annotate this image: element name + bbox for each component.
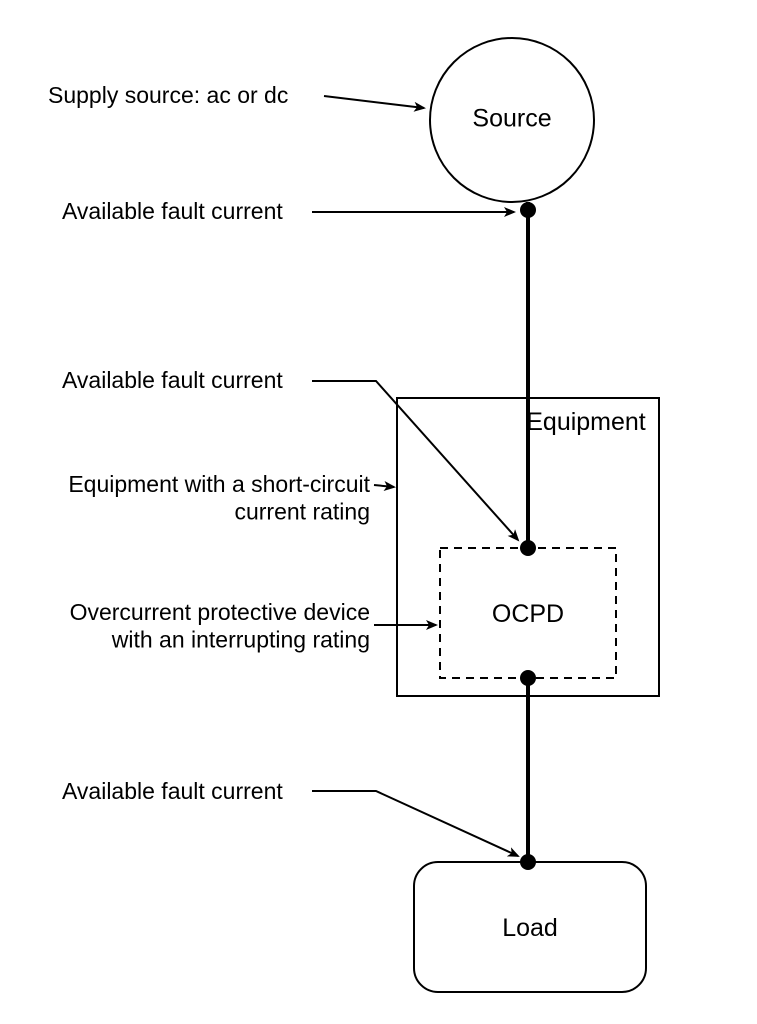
annotation-text: Equipment with a short-circuitcurrent ra… [68,471,370,525]
annotations: Supply source: ac or dc Available fault c… [48,82,518,856]
ocpd-label: OCPD [492,600,564,628]
annotation-text: Available fault current [62,198,283,224]
annotation-afc-top: Available fault current [62,198,514,224]
ocpd-node: OCPD [440,548,616,678]
arrow-icon [312,791,518,856]
arrow-icon [374,485,394,487]
source-label: Source [472,105,551,133]
annotation-afc-bottom: Available fault current [62,778,518,856]
fault-current-diagram: Source Equipment OCPD Load Supply source… [0,0,757,1024]
annotation-supply-source: Supply source: ac or dc [48,82,424,108]
equipment-label: Equipment [526,408,646,436]
annotation-text: Available fault current [62,778,283,804]
annotation-text: Available fault current [62,367,283,393]
junction-dot [520,540,536,556]
annotation-equipment-sccr: Equipment with a short-circuitcurrent ra… [68,471,394,525]
source-node: Source [430,38,594,202]
load-node: Load [414,862,646,992]
annotation-ocpd-ir: Overcurrent protective devicewith an int… [70,599,436,653]
load-label: Load [502,914,558,942]
junction-dot [520,854,536,870]
junction-dot [520,202,536,218]
junction-dot [520,670,536,686]
arrow-icon [324,96,424,108]
annotation-text: Supply source: ac or dc [48,82,288,108]
annotation-text: Overcurrent protective devicewith an int… [70,599,370,653]
